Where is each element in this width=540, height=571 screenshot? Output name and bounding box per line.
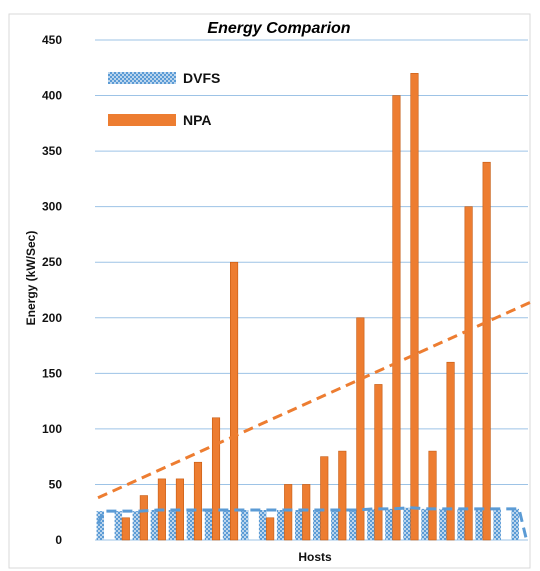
y-tick-label: 300: [42, 200, 62, 214]
bar-npa: [266, 517, 275, 541]
y-tick-label: 450: [42, 33, 62, 47]
bar-npa: [230, 261, 239, 541]
bar-npa: [338, 450, 347, 541]
bar-npa: [211, 417, 221, 541]
bar-npa: [284, 484, 293, 541]
y-tick-label: 50: [49, 477, 63, 491]
legend-swatch-npa: [108, 114, 176, 126]
y-tick-label: 150: [42, 366, 62, 380]
y-tick-label: 200: [42, 311, 62, 325]
bar-npa: [193, 461, 203, 541]
y-tick-label: 0: [55, 533, 62, 547]
bar-dvfs: [150, 510, 159, 540]
bar-dvfs: [294, 510, 303, 540]
bar-dvfs: [475, 508, 483, 540]
bar-dvfs: [132, 511, 141, 540]
bar-dvfs: [240, 510, 249, 540]
bar-dvfs: [403, 507, 411, 540]
bar-dvfs: [276, 510, 285, 540]
bar-npa: [320, 456, 329, 541]
bar-dvfs: [385, 508, 393, 540]
trendlines: [96, 299, 534, 539]
bar-dvfs: [313, 510, 321, 540]
bar-npa: [428, 450, 437, 541]
bar-dvfs: [204, 510, 213, 540]
bar-dvfs: [457, 508, 465, 540]
bar-dvfs: [349, 510, 357, 540]
bar-dvfs: [367, 508, 375, 540]
bar-npa: [410, 73, 419, 541]
bar-dvfs: [114, 511, 123, 540]
bar-dvfs: [511, 508, 519, 540]
legend: DVFS NPA: [108, 70, 220, 128]
bar-dvfs: [258, 510, 267, 540]
bar-npa: [392, 95, 401, 541]
bar-npa: [302, 484, 311, 541]
bar-npa: [446, 361, 455, 541]
bar-npa: [139, 495, 148, 541]
trendline-dvfs: [96, 506, 528, 539]
bar-dvfs: [222, 510, 231, 540]
bar-npa: [482, 161, 491, 541]
bar-dvfs: [493, 508, 501, 540]
y-tick-label: 100: [42, 422, 62, 436]
bar-npa: [464, 206, 473, 541]
y-tick-label: 400: [42, 89, 62, 103]
y-axis-ticks: 0 50 100 150 200 250 300 350 400 450: [42, 33, 62, 547]
bar-dvfs: [96, 511, 105, 540]
gridlines: [95, 39, 528, 541]
bar-dvfs: [421, 508, 429, 540]
bar-npa: [374, 384, 383, 541]
bar-npa: [356, 317, 365, 541]
legend-label-npa: NPA: [183, 112, 212, 128]
bar-npa: [121, 517, 130, 541]
bar-dvfs: [331, 510, 339, 540]
y-tick-label: 250: [42, 255, 62, 269]
y-tick-label: 350: [42, 144, 62, 158]
chart-border: [8, 13, 531, 569]
y-axis-title: Energy (kW/Sec): [24, 231, 38, 326]
legend-label-dvfs: DVFS: [183, 70, 220, 86]
chart-title: Energy Comparion: [207, 20, 350, 37]
bar-dvfs: [186, 510, 195, 540]
bar-dvfs: [439, 508, 447, 540]
bar-dvfs: [168, 510, 177, 540]
legend-swatch-dvfs: [108, 72, 176, 84]
x-axis-title: Hosts: [298, 550, 332, 564]
